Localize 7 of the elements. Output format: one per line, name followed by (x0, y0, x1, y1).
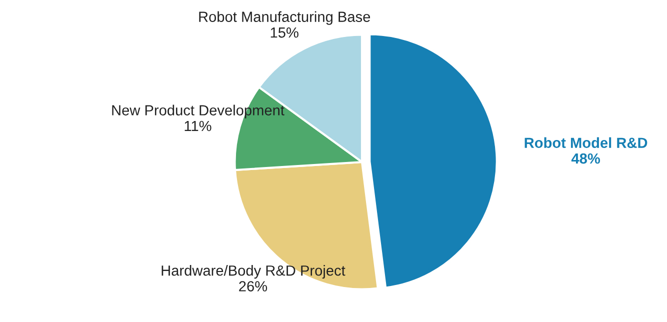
data-label: 48% (571, 153, 600, 164)
slice-label: Hardware/Body R&D Project (162, 265, 346, 279)
slice-label: Robot Manufacturing Base (199, 11, 370, 25)
slice-label: Robot Model R&D (524, 137, 648, 148)
data-label: 15% (270, 27, 298, 38)
data-label: 26% (239, 281, 268, 292)
data-label: 11% (184, 120, 212, 132)
